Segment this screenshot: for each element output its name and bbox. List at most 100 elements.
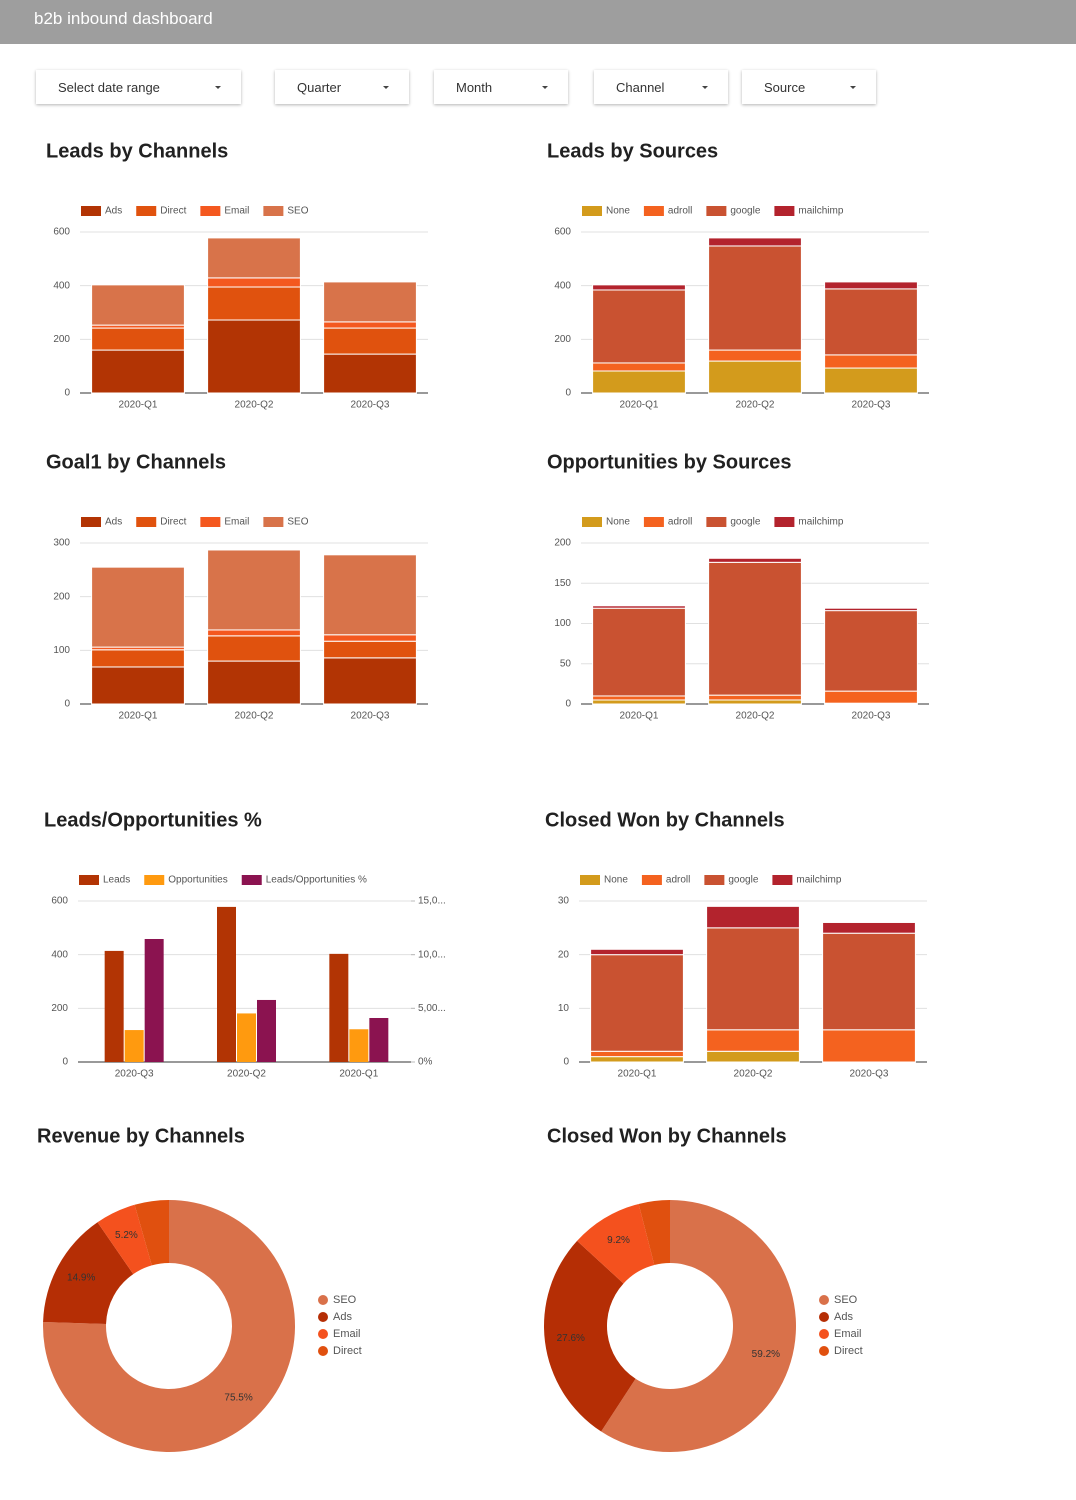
x-tick-label: 2020-Q2 — [235, 400, 274, 411]
y-tick-label: 600 — [554, 227, 571, 238]
x-tick-label: 2020-Q3 — [852, 711, 891, 722]
y-tick-label: 0 — [565, 388, 571, 399]
chart-title: Opportunities by Sources — [547, 451, 791, 473]
bar-segment — [207, 237, 301, 279]
legend-swatch — [318, 1346, 328, 1356]
y2-tick-label: 15,0... — [418, 896, 446, 907]
legend-label: Email — [333, 1328, 361, 1340]
chart-title: Leads by Channels — [46, 140, 228, 162]
filter-dropdown[interactable]: Channel — [594, 70, 728, 104]
bar-segment — [592, 605, 686, 609]
bar-segment — [592, 695, 686, 701]
bar-segment — [708, 349, 802, 362]
chart-title: Closed Won by Channels — [547, 1125, 787, 1147]
legend-label: SEO — [834, 1294, 858, 1306]
legend-swatch — [774, 517, 795, 527]
legend-label: Email — [224, 517, 249, 528]
data-label: 75.5% — [224, 1392, 252, 1403]
bar-segment — [323, 640, 417, 659]
legend-label: Leads — [103, 875, 130, 886]
legend-label: google — [730, 206, 760, 217]
legend-swatch — [706, 206, 727, 216]
x-tick-label: 2020-Q1 — [618, 1069, 657, 1080]
bar — [257, 999, 276, 1062]
filter-dropdown[interactable]: Select date range — [36, 70, 241, 104]
y-tick-label: 200 — [53, 334, 70, 345]
x-tick-label: 2020-Q2 — [235, 711, 274, 722]
legend-label: Ads — [333, 1311, 352, 1323]
bar-segment — [706, 1029, 800, 1052]
bar-segment — [592, 362, 686, 372]
y-tick-label: 20 — [558, 949, 570, 960]
legend-swatch — [79, 875, 99, 885]
legend-label: Direct — [333, 1345, 362, 1357]
legend-swatch — [643, 517, 664, 527]
data-label: 9.2% — [607, 1235, 630, 1246]
bar-segment — [822, 921, 916, 934]
legend-swatch — [582, 517, 602, 527]
bar-segment — [822, 932, 916, 1031]
bar-segment — [91, 327, 185, 351]
y-tick-label: 200 — [53, 591, 70, 602]
legend-swatch — [819, 1346, 829, 1356]
filter-dropdown[interactable]: Quarter — [275, 70, 409, 104]
x-tick-label: 2020-Q3 — [351, 711, 390, 722]
bar-segment — [207, 286, 301, 321]
bar-segment — [323, 321, 417, 329]
filter-dropdown[interactable]: Source — [742, 70, 876, 104]
donut-slice — [42, 1200, 295, 1452]
bar-segment — [323, 353, 417, 394]
x-tick-label: 2020-Q3 — [351, 400, 390, 411]
bar-segment — [824, 690, 918, 704]
bar-segment — [706, 905, 800, 929]
bar — [104, 950, 124, 1062]
bar-segment — [708, 245, 802, 351]
bar-segment — [207, 635, 301, 662]
y-tick-label: 400 — [53, 280, 70, 291]
y2-tick-label: 10,0... — [418, 949, 446, 960]
bar — [369, 1017, 389, 1062]
chart-title: Leads by Sources — [547, 140, 718, 162]
bar-segment — [207, 629, 301, 637]
filter-dropdown[interactable]: Month — [434, 70, 568, 104]
y-tick-label: 300 — [53, 538, 70, 549]
dropdown-arrow — [542, 86, 548, 89]
bar — [217, 906, 236, 1062]
legend-swatch — [318, 1295, 328, 1305]
legend-swatch — [772, 875, 793, 885]
bar-segment — [706, 927, 800, 1031]
data-label: 59.2% — [752, 1349, 780, 1360]
bar-segment — [207, 319, 301, 394]
donut-slice — [544, 1240, 636, 1432]
donut-slice — [601, 1200, 797, 1452]
legend-label: adroll — [666, 875, 690, 886]
donut-slice — [43, 1222, 134, 1325]
bar-segment — [824, 281, 918, 290]
data-label: 14.9% — [67, 1273, 95, 1284]
legend-swatch — [318, 1329, 328, 1339]
donut-slice — [638, 1200, 670, 1265]
bar-segment — [592, 370, 686, 394]
legend-label: Direct — [160, 517, 186, 528]
chart-title: Leads/Opportunities % — [44, 809, 262, 831]
bar-segment — [91, 284, 185, 326]
bar-segment — [590, 1056, 684, 1063]
bar-segment — [207, 660, 301, 705]
y-tick-label: 0 — [64, 388, 70, 399]
y-tick-label: 100 — [554, 618, 571, 629]
chart-title: Closed Won by Channels — [545, 809, 785, 831]
dropdown-arrow — [215, 86, 221, 89]
bar-segment — [91, 649, 185, 668]
bar-segment — [708, 557, 802, 563]
legend-label: Opportunities — [168, 875, 227, 886]
legend-swatch — [136, 206, 157, 216]
y-tick-label: 600 — [51, 896, 68, 907]
header-bar: b2b inbound dashboard — [0, 0, 1076, 44]
legend-label: adroll — [668, 517, 692, 528]
legend-label: SEO — [287, 206, 308, 217]
legend-swatch — [263, 517, 284, 527]
dropdown-arrow — [850, 86, 856, 89]
chart-title: Goal1 by Channels — [46, 451, 226, 473]
legend-label: Direct — [834, 1345, 863, 1357]
